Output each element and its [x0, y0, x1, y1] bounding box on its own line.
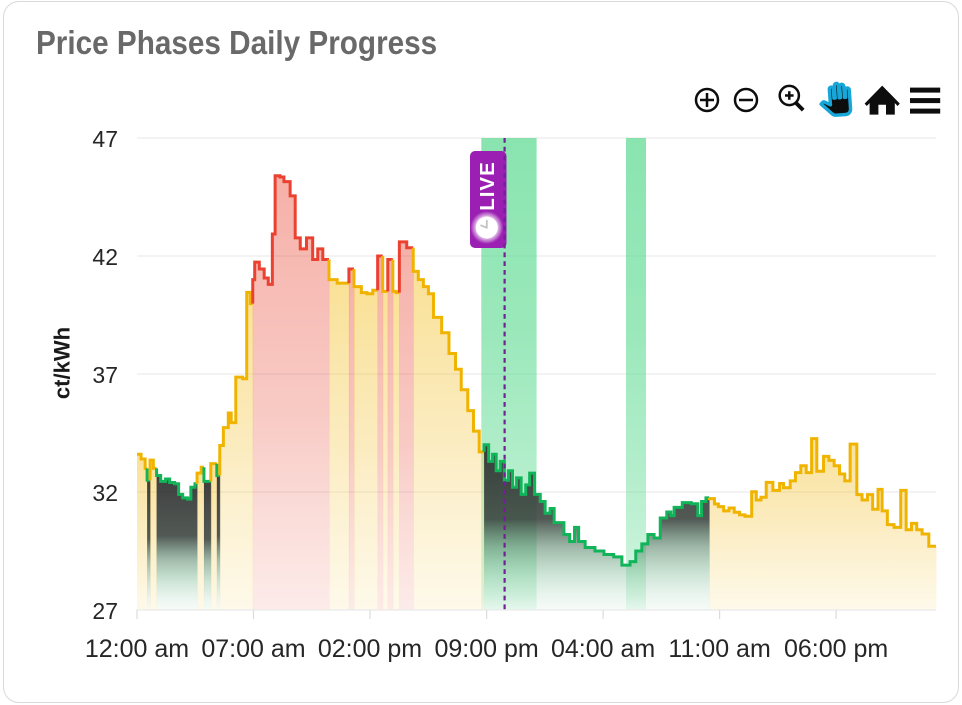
svg-text:02:00 pm: 02:00 pm [318, 635, 422, 663]
svg-text:12:00 am: 12:00 am [85, 635, 189, 663]
svg-text:11:00 am: 11:00 am [668, 635, 770, 663]
svg-text:47: 47 [92, 126, 118, 152]
svg-text:07:00 am: 07:00 am [201, 635, 305, 663]
svg-text:06:00 pm: 06:00 pm [784, 635, 888, 663]
svg-text:27: 27 [92, 598, 118, 624]
svg-text:37: 37 [92, 362, 118, 388]
svg-text:42: 42 [92, 244, 118, 270]
svg-text:ct/kWh: ct/kWh [50, 327, 75, 399]
svg-text:09:00 pm: 09:00 pm [434, 635, 538, 663]
svg-text:LIVE: LIVE [476, 161, 499, 211]
svg-text:32: 32 [92, 480, 118, 506]
svg-text:04:00 am: 04:00 am [551, 635, 655, 663]
